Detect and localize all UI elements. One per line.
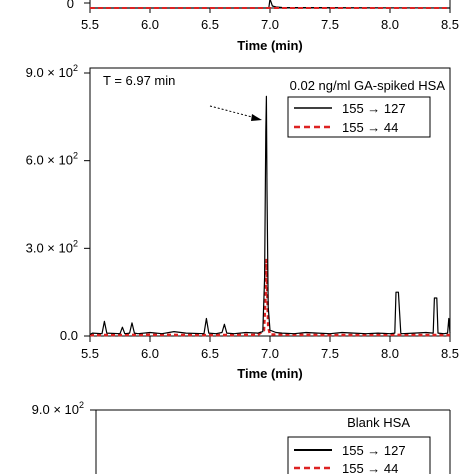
middle-panel-x-ticks: 5.5 6.0 6.5 7.0 7.5 8.0 8.5 [81, 336, 459, 361]
middle-panel-legend: 155 → 127 155 → 44 [287, 96, 431, 138]
top-x-tick-label-2: 6.5 [201, 17, 219, 32]
bottom-panel: 9.0 × 102 Blank HSA 155 → 127 155 → 44 [32, 400, 451, 474]
mid-x-tick-label-1: 6.0 [141, 346, 159, 361]
mid-y-tick-label-2: 6.0 × 102 [26, 151, 78, 168]
top-x-tick-label-4: 7.5 [321, 17, 339, 32]
middle-panel: 0.0 3.0 × 102 6.0 × 102 9.0 × 102 5.5 6.0 6.5… [26, 63, 459, 381]
mid-x-tick-label-6: 8.5 [441, 346, 459, 361]
middle-panel-legend-label-127: 155 → 127 [342, 101, 406, 116]
mid-x-tick-label-2: 6.5 [201, 346, 219, 361]
top-series-line-0 [90, 0, 451, 9]
mid-x-tick-label-4: 7.5 [321, 346, 339, 361]
top-x-tick-label-6: 8.5 [441, 17, 459, 32]
bottom-panel-legend: 155 → 127 155 → 44 [287, 436, 431, 474]
bottom-panel-sample-label: Blank HSA [347, 415, 410, 430]
mid-x-tick-label-0: 5.5 [81, 346, 99, 361]
mid-series-line-0 [89, 95, 451, 336]
bottom-y-tick-mantissa: 9.0 [32, 402, 50, 417]
top-x-tick-label-1: 6.0 [141, 17, 159, 32]
middle-panel-legend-box [287, 96, 431, 138]
bottom-panel-legend-label-127: 155 → 127 [342, 443, 406, 458]
top-x-tick-label-0: 5.5 [81, 17, 99, 32]
mid-y-tick-label-3: 9.0 × 102 [26, 63, 78, 80]
bottom-y-tick-times: × 10 [50, 402, 79, 417]
mid-y-tick-label-1: 3.0 × 102 [26, 238, 78, 255]
top-panel: 0 5.5 6.0 6.5 7.0 7.5 8.0 8.5 Time (min) [67, 0, 459, 53]
mid-y-tick-label-0: 0.0 [60, 328, 78, 343]
middle-panel-sample-label: 0.02 ng/ml GA-spiked HSA [290, 78, 446, 93]
middle-panel-peak-arrow [209, 105, 262, 121]
bottom-panel-legend-box [287, 436, 431, 474]
top-panel-y-tick-label: 0 [67, 0, 74, 11]
top-panel-x-axis-title: Time (min) [237, 38, 303, 53]
middle-panel-y-ticks: 0.0 3.0 × 102 6.0 × 102 9.0 × 102 [26, 63, 90, 343]
top-panel-x-ticks: 5.5 6.0 6.5 7.0 7.5 8.0 8.5 [81, 8, 459, 32]
top-x-tick-label-3: 7.0 [261, 17, 279, 32]
top-panel-series [90, 0, 451, 9]
mid-series-line-1 [89, 258, 451, 337]
bottom-panel-legend-label-44: 155 → 44 [342, 461, 398, 474]
middle-panel-retention-time-label: T = 6.97 min [103, 73, 175, 88]
middle-panel-series [89, 95, 451, 337]
mid-x-tick-label-3: 7.0 [261, 346, 279, 361]
middle-panel-legend-label-44: 155 → 44 [342, 120, 398, 135]
bottom-panel-y-tick-label: 9.0 × 102 [32, 400, 84, 417]
middle-panel-x-axis-title: Time (min) [237, 366, 303, 381]
mid-x-tick-label-5: 8.0 [381, 346, 399, 361]
bottom-y-tick-exp: 2 [79, 400, 84, 410]
top-x-tick-label-5: 8.0 [381, 17, 399, 32]
